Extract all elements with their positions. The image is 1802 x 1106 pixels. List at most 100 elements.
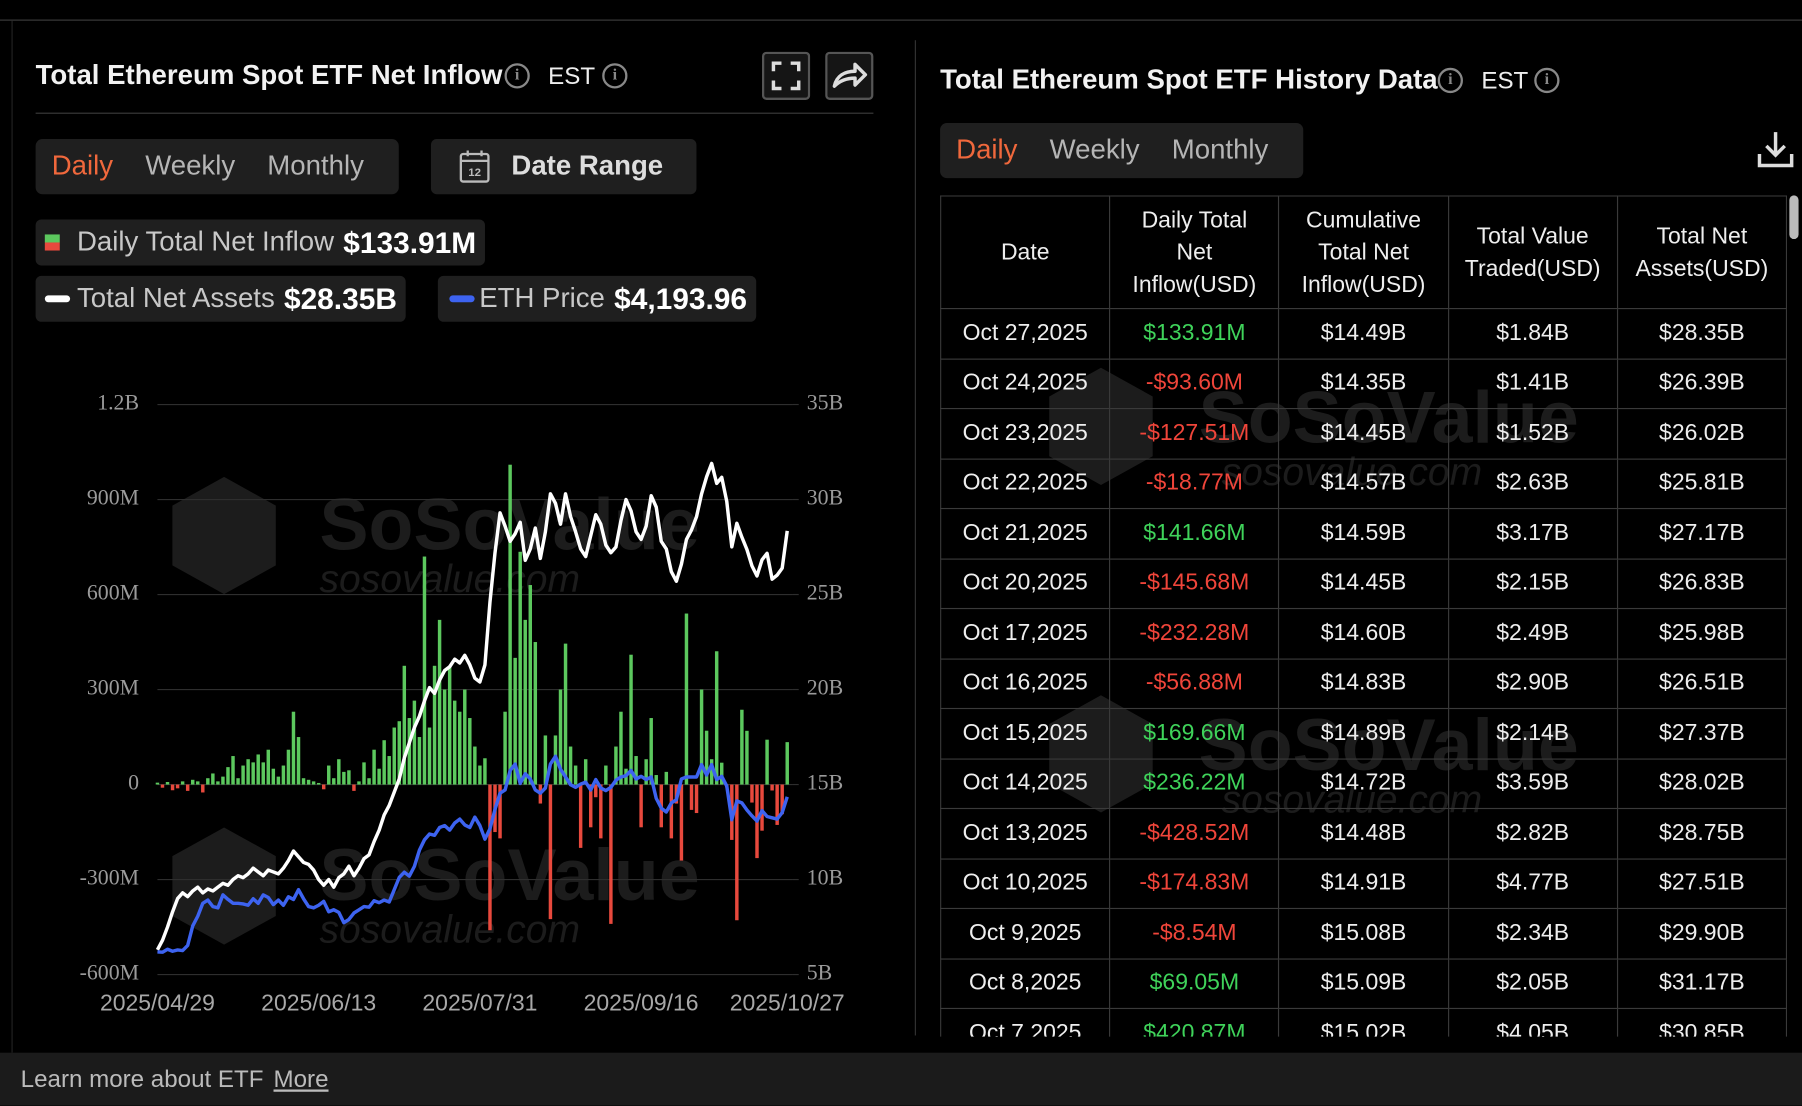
- value-cell: $14.45B: [1278, 557, 1449, 610]
- y2-tick-label: 25B: [807, 581, 843, 605]
- value-cell: $27.37B: [1616, 707, 1788, 760]
- bar: [342, 771, 346, 785]
- bar: [190, 779, 195, 785]
- info-icon[interactable]: i: [1534, 67, 1560, 94]
- value-cell: -$428.52M: [1109, 807, 1280, 860]
- table-row: Oct 14,2025 $236.22M $14.72B $3.59B $28.02B: [940, 757, 1788, 810]
- watermark-logo: [172, 476, 276, 595]
- bar: [291, 711, 296, 785]
- legend-swatch: [44, 295, 71, 303]
- bar: [478, 765, 482, 785]
- tab-monthly[interactable]: Monthly: [267, 150, 364, 182]
- column-header[interactable]: Cumulative Total Net Inflow(USD): [1278, 195, 1449, 310]
- value-cell: $1.84B: [1447, 308, 1618, 360]
- bar: [523, 619, 527, 785]
- info-icon[interactable]: i: [1437, 67, 1463, 94]
- legend-item[interactable]: Total Net Assets $28.35B: [35, 275, 407, 322]
- download-icon: [1757, 132, 1794, 168]
- info-icon[interactable]: i: [504, 63, 530, 89]
- value-cell: $15.08B: [1278, 907, 1449, 960]
- bar: [669, 784, 674, 839]
- info-icon[interactable]: i: [602, 63, 628, 89]
- bar: [528, 585, 532, 785]
- value-cell: $1.41B: [1447, 357, 1618, 410]
- value-cell: $4.05B: [1447, 1007, 1618, 1037]
- column-header[interactable]: Date: [940, 195, 1111, 310]
- bar: [427, 727, 432, 785]
- value-cell: $2.63B: [1447, 457, 1618, 510]
- download-button[interactable]: [1755, 129, 1796, 170]
- bar: [745, 730, 749, 785]
- bar: [740, 709, 744, 785]
- value-cell: $28.75B: [1616, 807, 1788, 860]
- bar: [352, 784, 356, 791]
- bar: [387, 756, 391, 785]
- legend-item[interactable]: Daily Total Net Inflow $133.91M: [35, 219, 486, 266]
- scrollbar-thumb[interactable]: [1789, 195, 1799, 240]
- value-cell: $3.17B: [1447, 507, 1618, 560]
- bar: [432, 665, 437, 785]
- bar: [775, 784, 779, 825]
- value-cell: -$127.51M: [1109, 407, 1280, 460]
- bar: [447, 665, 452, 785]
- value-cell: $26.83B: [1616, 557, 1788, 610]
- value-cell: $31.17B: [1616, 957, 1788, 1010]
- legend-item[interactable]: ETH Price $4,193.96: [437, 275, 757, 322]
- bar: [226, 767, 230, 785]
- bar: [463, 689, 467, 785]
- button-frame: [825, 51, 874, 100]
- bar: [735, 784, 739, 921]
- svg-text:12: 12: [468, 167, 481, 179]
- value-cell: $2.15B: [1447, 557, 1618, 610]
- bar: [261, 762, 265, 785]
- column-header[interactable]: Total Value Traded(USD): [1447, 195, 1618, 310]
- bar: [714, 651, 719, 785]
- y2-tick-label: 10B: [807, 866, 843, 890]
- value-cell: -$56.88M: [1109, 657, 1280, 710]
- date-range-button[interactable]: 12 Date Range: [430, 139, 697, 195]
- bar: [785, 742, 789, 785]
- column-header[interactable]: Total Net Assets(USD): [1616, 195, 1788, 310]
- share-button[interactable]: [825, 51, 874, 100]
- bar: [629, 654, 633, 785]
- bar: [382, 740, 386, 785]
- tab-weekly[interactable]: Weekly: [1049, 134, 1140, 166]
- value-cell: -$174.83M: [1109, 857, 1280, 910]
- bar: [165, 782, 170, 785]
- date-cell: Oct 27,2025: [940, 308, 1111, 360]
- value-cell: $169.66M: [1109, 707, 1280, 760]
- date-cell: Oct 24,2025: [940, 357, 1111, 410]
- value-cell: $2.14B: [1447, 707, 1618, 760]
- date-cell: Oct 23,2025: [940, 407, 1111, 460]
- footer-link[interactable]: More: [273, 1066, 329, 1093]
- bar: [583, 759, 588, 785]
- tab-monthly[interactable]: Monthly: [1171, 134, 1269, 166]
- tab-weekly[interactable]: Weekly: [145, 150, 236, 182]
- chart-panel-title: Total Ethereum Spot ETF Net Inflow: [35, 59, 503, 91]
- bar: [337, 759, 341, 785]
- column-header[interactable]: Daily Total Net Inflow(USD): [1109, 195, 1280, 310]
- fullscreen-button[interactable]: [761, 51, 811, 100]
- value-cell: $30.85B: [1616, 1007, 1788, 1037]
- table-row: Oct 27,2025 $133.91M $14.49B $1.84B $28.35B: [940, 308, 1788, 360]
- footer: [0, 1052, 1802, 1106]
- bar: [241, 765, 245, 785]
- table-row: Oct 10,2025 -$174.83M $14.91B $4.77B $27.51B: [940, 857, 1788, 910]
- period-tabs: Daily Weekly Monthly: [35, 139, 399, 195]
- bar: [473, 746, 477, 785]
- tab-daily[interactable]: Daily: [51, 150, 114, 182]
- bar: [679, 784, 684, 861]
- bar: [452, 700, 457, 785]
- bar: [770, 784, 774, 791]
- value-cell: $14.89B: [1278, 707, 1449, 760]
- bar: [246, 759, 250, 785]
- bar: [578, 784, 583, 848]
- value-cell: $14.91B: [1278, 857, 1449, 910]
- value-cell: $3.59B: [1447, 757, 1618, 810]
- period-tabs: Daily Weekly Monthly: [940, 122, 1304, 179]
- tab-daily[interactable]: Daily: [956, 134, 1018, 166]
- watermark-logo: [172, 827, 276, 945]
- bar: [634, 756, 638, 785]
- bar: [654, 775, 658, 785]
- bar: [286, 749, 291, 785]
